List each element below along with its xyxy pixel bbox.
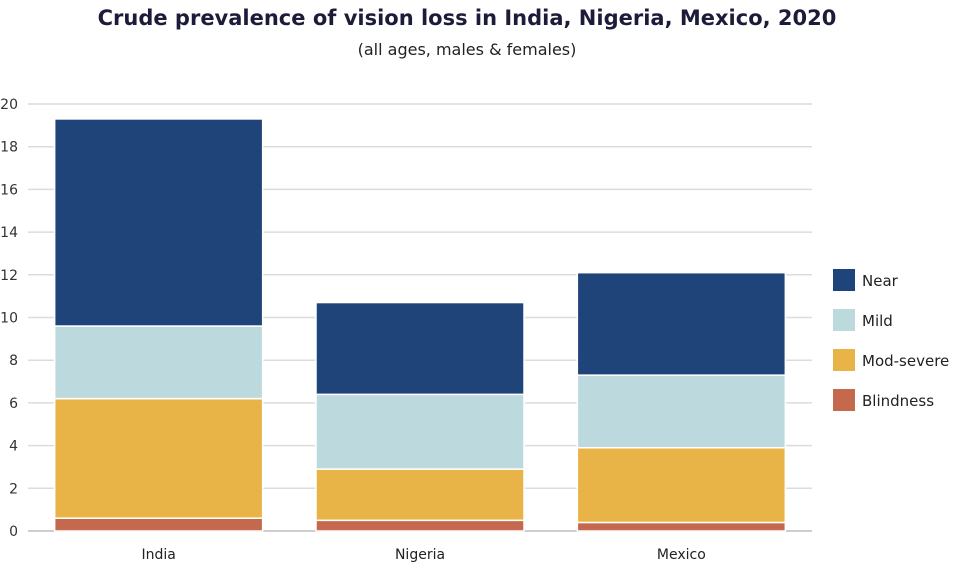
legend-swatch-near <box>833 269 855 291</box>
y-tick-label: 10 <box>0 311 18 327</box>
y-tick-label: 18 <box>0 140 18 156</box>
chart-title: Crude prevalence of vision loss in India… <box>97 6 837 30</box>
y-tick-label: 4 <box>9 439 18 455</box>
legend-swatch-mod-severe <box>833 349 855 371</box>
x-tick-label: Nigeria <box>395 547 445 563</box>
bar-near-nigeria <box>315 301 525 396</box>
y-tick-label: 0 <box>9 524 18 540</box>
x-tick-label: India <box>141 547 175 563</box>
legend-label: Mild <box>862 312 893 330</box>
legend-swatch-blindness <box>833 389 855 411</box>
bar-mod-severe-india <box>53 397 264 519</box>
x-tick-label: Mexico <box>657 547 706 563</box>
y-tick-label: 16 <box>0 182 18 198</box>
legend-label: Mod-severe <box>862 352 949 370</box>
y-tick-label: 14 <box>0 225 18 241</box>
y-tick-label: 6 <box>9 396 18 412</box>
bar-mod-severe-nigeria <box>315 468 525 522</box>
y-tick-label: 12 <box>0 268 18 284</box>
bar-mod-severe-mexico <box>576 446 787 524</box>
legend-label: Blindness <box>862 392 934 410</box>
y-tick-label: 20 <box>0 97 18 113</box>
chart-subtitle: (all ages, males & females) <box>357 40 577 59</box>
bar-blindness-mexico <box>576 521 787 532</box>
bar-near-india <box>53 118 264 327</box>
bar-mild-india <box>53 325 264 400</box>
bar-near-mexico <box>576 271 787 376</box>
bar-mild-mexico <box>576 374 787 449</box>
bar-blindness-india <box>53 517 264 532</box>
bar-blindness-nigeria <box>315 519 525 532</box>
y-tick-label: 2 <box>9 481 18 497</box>
legend-swatch-mild <box>833 309 855 331</box>
y-tick-label: 8 <box>9 353 18 369</box>
bar-mild-nigeria <box>315 393 525 470</box>
legend-label: Near <box>862 272 899 290</box>
